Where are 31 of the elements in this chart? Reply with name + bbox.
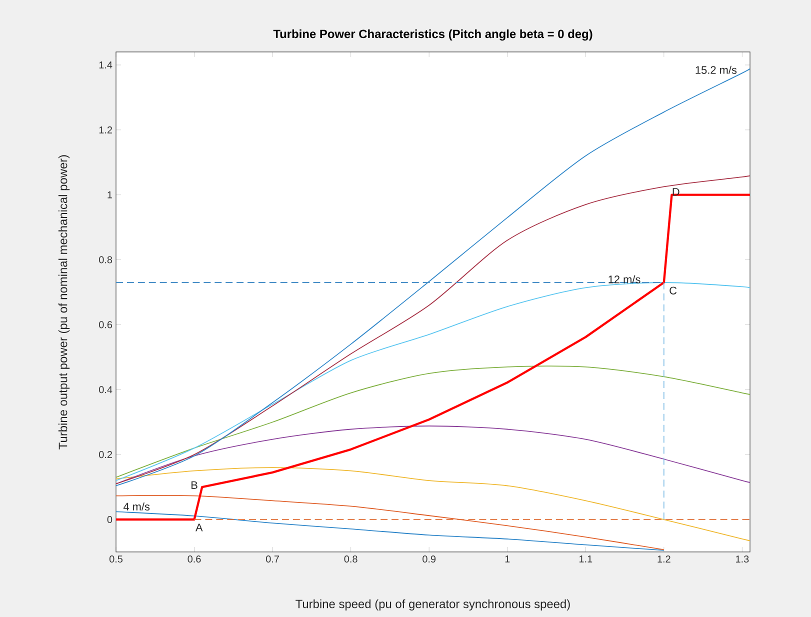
annotation: C bbox=[670, 286, 677, 294]
y-tick-label: 1 bbox=[108, 191, 112, 198]
chart-title: Turbine Power Characteristics (Pitch angle beta = 0 deg) bbox=[273, 29, 592, 41]
y-tick-label: 0.4 bbox=[99, 386, 112, 394]
y-tick-label: 0.2 bbox=[99, 451, 112, 458]
line-series bbox=[116, 467, 750, 542]
x-tick-label: 0.7 bbox=[266, 556, 279, 563]
y-tick-label: 0 bbox=[107, 516, 112, 524]
x-tick-label: 0.5 bbox=[109, 556, 123, 563]
x-tick-label: 0.8 bbox=[344, 556, 358, 563]
x-tick-label: 1 bbox=[505, 556, 510, 562]
annotation: 12 m/s bbox=[608, 275, 640, 284]
line-series bbox=[116, 495, 664, 550]
x-tick-label: 0.6 bbox=[188, 556, 201, 563]
annotation: 4 m/s bbox=[123, 502, 150, 511]
x-tick-label: 1.2 bbox=[658, 556, 670, 562]
y-tick-label: 1.4 bbox=[99, 62, 112, 68]
x-tick-label: 1.1 bbox=[579, 556, 592, 562]
annotation: B bbox=[192, 481, 198, 489]
y-tick-label: 0.8 bbox=[99, 256, 112, 264]
annotation: A bbox=[195, 524, 203, 532]
x-axis-title: Turbine speed (pu of generator synchronous speed) bbox=[296, 599, 570, 611]
y-axis-title: Turbine output power (pu of nominal mechanical power) bbox=[58, 155, 70, 450]
y-tick-label: 0.6 bbox=[99, 321, 112, 328]
line-series bbox=[116, 282, 750, 482]
line-series bbox=[116, 366, 750, 478]
line-series bbox=[116, 511, 664, 551]
y-tick-label: 1.2 bbox=[99, 126, 112, 134]
x-tick-label: 0.9 bbox=[422, 556, 436, 563]
x-tick-label: 1.3 bbox=[736, 556, 749, 563]
annotation: 15.2 m/s bbox=[696, 66, 737, 74]
